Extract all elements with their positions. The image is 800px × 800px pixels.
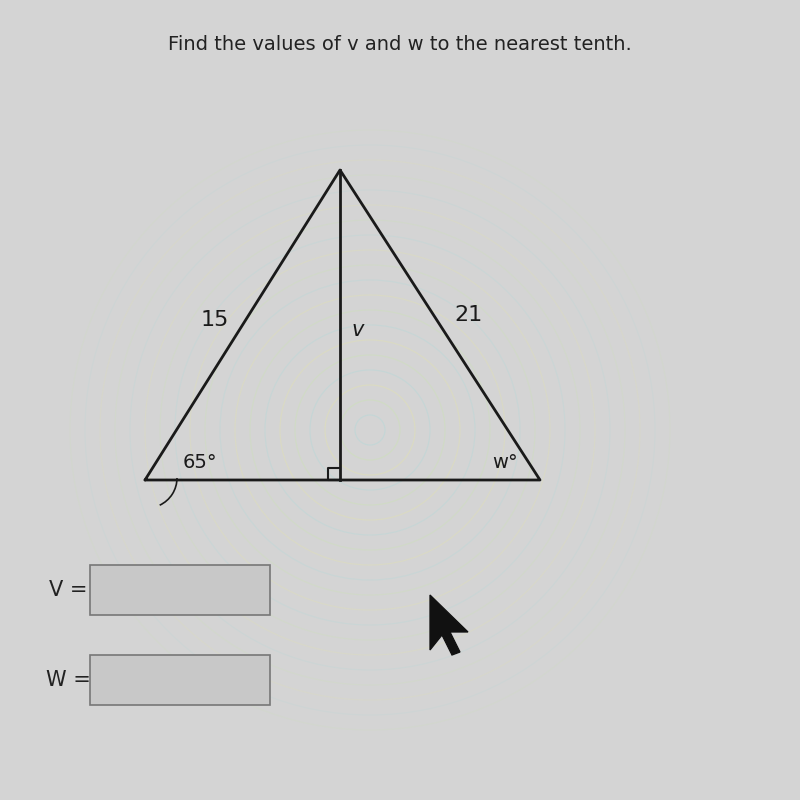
FancyBboxPatch shape <box>90 655 270 705</box>
Text: v: v <box>352 320 364 340</box>
FancyBboxPatch shape <box>90 565 270 615</box>
Text: V =: V = <box>49 580 87 600</box>
Text: 21: 21 <box>454 305 482 325</box>
Text: 15: 15 <box>200 310 229 330</box>
Text: W =: W = <box>46 670 90 690</box>
Polygon shape <box>430 595 468 655</box>
Text: 65°: 65° <box>182 453 218 471</box>
Text: Find the values of v and w to the nearest tenth.: Find the values of v and w to the neares… <box>168 35 632 54</box>
Polygon shape <box>430 595 468 655</box>
Text: w°: w° <box>492 453 518 471</box>
